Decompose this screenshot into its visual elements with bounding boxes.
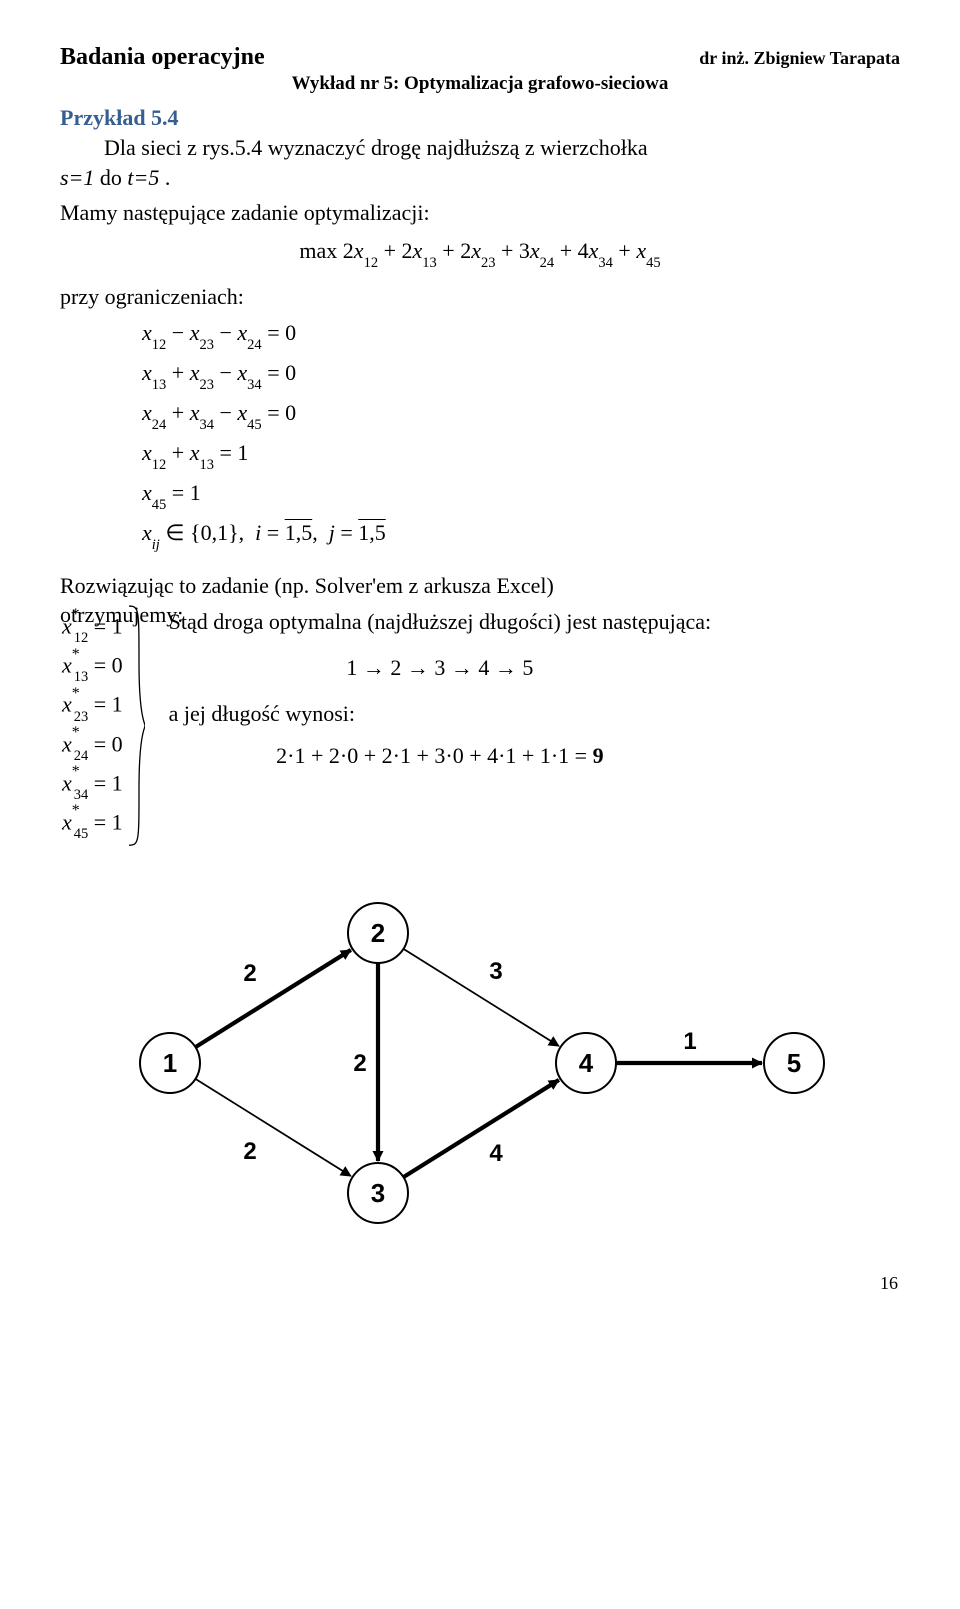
solution-path: 1 → 2 → 3 → 4 → 5 xyxy=(169,652,712,684)
header-left: Badania operacyjne xyxy=(60,44,265,71)
svg-text:1: 1 xyxy=(683,1028,696,1055)
constraints-label: przy ograniczeniach: xyxy=(60,282,900,312)
svg-text:4: 4 xyxy=(489,1140,503,1167)
svg-text:2: 2 xyxy=(353,1050,366,1077)
solution-right: Stąd droga optymalna (najdłuższej długoś… xyxy=(145,604,712,782)
header-sub: Wykład nr 5: Optymalizacja grafowo-sieci… xyxy=(60,73,900,95)
svg-text:5: 5 xyxy=(787,1048,801,1078)
example-title: Przykład 5.4 xyxy=(60,105,900,131)
solution-left-group: x*12 = 1x*13 = 0x*23 = 1x*24 = 0x*34 = 1… xyxy=(60,604,145,847)
opt-sentence: Mamy następujące zadanie optymalizacji: xyxy=(60,198,900,228)
intro-c: do xyxy=(100,165,128,190)
solution-right-line2: a jej długość wynosi: xyxy=(169,698,712,730)
solution-calc: 2·1 + 2·0 + 2·1 + 3·0 + 4·1 + 1·1 = 9 xyxy=(169,740,712,772)
solve-line: Rozwiązując to zadanie (np. Solver'em z … xyxy=(60,571,900,601)
right-brace xyxy=(127,604,145,847)
svg-text:2: 2 xyxy=(371,918,385,948)
example-intro-2: s=1 do t=5 . xyxy=(60,163,900,193)
svg-text:4: 4 xyxy=(579,1048,594,1078)
intro-a: Dla sieci z rys.5.4 wyznaczyć drogę najd… xyxy=(104,135,648,160)
intro-b: s=1 xyxy=(60,165,94,190)
svg-text:1: 1 xyxy=(163,1048,177,1078)
example-intro: Dla sieci z rys.5.4 wyznaczyć drogę najd… xyxy=(60,133,900,163)
solution-row: x*12 = 1x*13 = 0x*23 = 1x*24 = 0x*34 = 1… xyxy=(60,604,900,847)
objective-function: max 2x12 + 2x13 + 2x23 + 3x24 + 4x34 + x… xyxy=(60,238,900,268)
svg-text:3: 3 xyxy=(371,1178,385,1208)
svg-text:2: 2 xyxy=(243,960,256,987)
svg-text:2: 2 xyxy=(243,1138,256,1165)
page-header: Badania operacyjne dr inż. Zbigniew Tara… xyxy=(60,44,900,71)
svg-text:3: 3 xyxy=(489,958,502,985)
intro-d: t=5 xyxy=(127,165,159,190)
header-right: dr inż. Zbigniew Tarapata xyxy=(699,48,900,69)
solution-var-list: x*12 = 1x*13 = 0x*23 = 1x*24 = 0x*34 = 1… xyxy=(60,604,127,847)
solution-right-line1: Stąd droga optymalna (najdłuższej długoś… xyxy=(169,606,712,638)
constraints-block: x12 − x23 − x24 = 0x13 + x23 − x34 = 0x2… xyxy=(142,314,900,554)
intro-e: . xyxy=(165,165,171,190)
page-number: 16 xyxy=(60,1273,900,1294)
network-graph: 2 2 2 3 4 1 1 2 3 4 5 xyxy=(100,863,860,1243)
